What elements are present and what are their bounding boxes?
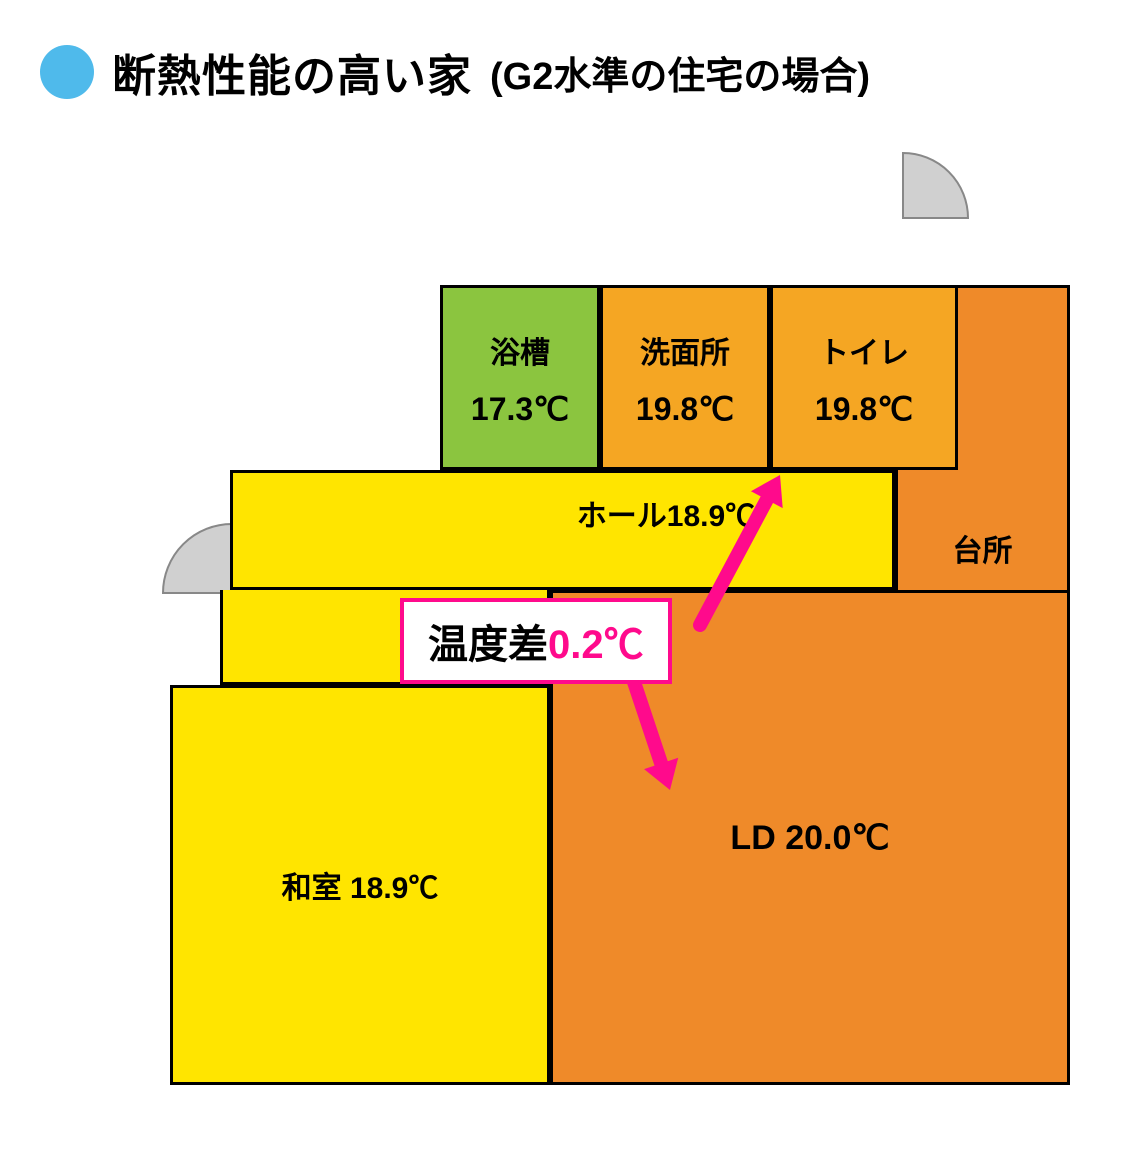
room-temp: 19.8℃ xyxy=(636,390,734,428)
room-temp: 17.3℃ xyxy=(471,390,569,428)
room-toilet: トイレ 19.8℃ xyxy=(770,285,955,470)
title-row: 断熱性能の高い家 (G2水準の住宅の場合) xyxy=(40,40,1106,104)
room-hall-left xyxy=(230,470,440,590)
room-bath: 浴槽 17.3℃ xyxy=(440,285,600,470)
title-sub: (G2水準の住宅の場合) xyxy=(490,45,870,100)
door-icon xyxy=(900,150,974,224)
room-temp: 19.8℃ xyxy=(815,390,913,428)
room-label: 浴槽 xyxy=(490,328,550,372)
callout-value: 0.2℃ xyxy=(548,623,644,667)
room-label: 洗面所 xyxy=(640,328,730,372)
room-kitchen-upper xyxy=(955,285,1070,470)
room-label: LD 20.0℃ xyxy=(730,818,889,858)
diagram-container: 断熱性能の高い家 (G2水準の住宅の場合) 浴槽 17.3℃ 洗面所 19.8℃… xyxy=(40,40,1106,1132)
room-washitsu: 和室 18.9℃ xyxy=(170,685,550,1085)
room-hall: ホール18.9℃ xyxy=(440,470,895,590)
room-label: 台所 xyxy=(953,526,1013,570)
title-main: 断熱性能の高い家 xyxy=(112,40,472,104)
door-icon xyxy=(160,521,238,599)
arrow-up-icon xyxy=(670,445,810,655)
room-label: トイレ xyxy=(819,328,909,372)
bullet-icon xyxy=(40,45,94,99)
callout-label: 温度差 xyxy=(428,623,548,667)
room-label: 和室 18.9℃ xyxy=(282,863,439,907)
room-wash: 洗面所 19.8℃ xyxy=(600,285,770,470)
floorplan: 浴槽 17.3℃ 洗面所 19.8℃ トイレ 19.8℃ 台所 20.0℃ ホー… xyxy=(140,220,1070,1120)
temperature-diff-callout: 温度差0.2℃ xyxy=(400,598,672,684)
